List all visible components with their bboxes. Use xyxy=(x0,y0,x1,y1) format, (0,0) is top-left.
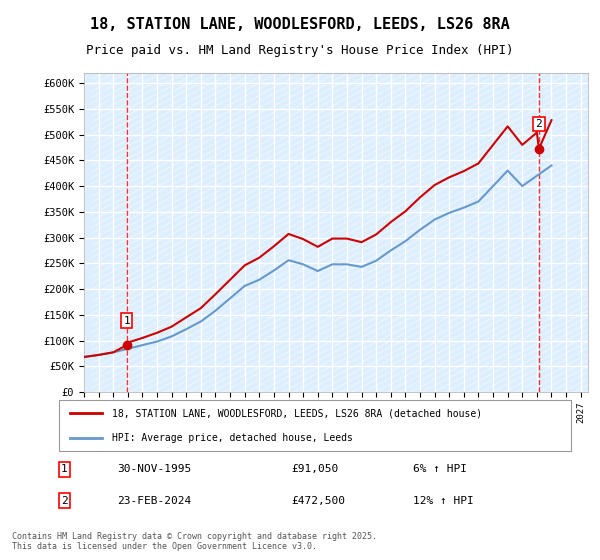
Text: 1: 1 xyxy=(61,464,68,474)
Text: HPI: Average price, detached house, Leeds: HPI: Average price, detached house, Leed… xyxy=(112,433,353,443)
Text: Price paid vs. HM Land Registry's House Price Index (HPI): Price paid vs. HM Land Registry's House … xyxy=(86,44,514,57)
Text: 2: 2 xyxy=(536,119,542,129)
Text: Contains HM Land Registry data © Crown copyright and database right 2025.
This d: Contains HM Land Registry data © Crown c… xyxy=(12,532,377,552)
Text: 30-NOV-1995: 30-NOV-1995 xyxy=(118,464,191,474)
Text: 6% ↑ HPI: 6% ↑ HPI xyxy=(413,464,467,474)
Text: 18, STATION LANE, WOODLESFORD, LEEDS, LS26 8RA: 18, STATION LANE, WOODLESFORD, LEEDS, LS… xyxy=(90,17,510,32)
Text: 18, STATION LANE, WOODLESFORD, LEEDS, LS26 8RA (detached house): 18, STATION LANE, WOODLESFORD, LEEDS, LS… xyxy=(112,408,482,418)
Text: £472,500: £472,500 xyxy=(292,496,346,506)
Text: £91,050: £91,050 xyxy=(292,464,339,474)
Text: 1: 1 xyxy=(123,316,130,325)
FancyBboxPatch shape xyxy=(59,400,571,451)
Text: 12% ↑ HPI: 12% ↑ HPI xyxy=(413,496,474,506)
Text: 2: 2 xyxy=(61,496,68,506)
Text: 23-FEB-2024: 23-FEB-2024 xyxy=(118,496,191,506)
